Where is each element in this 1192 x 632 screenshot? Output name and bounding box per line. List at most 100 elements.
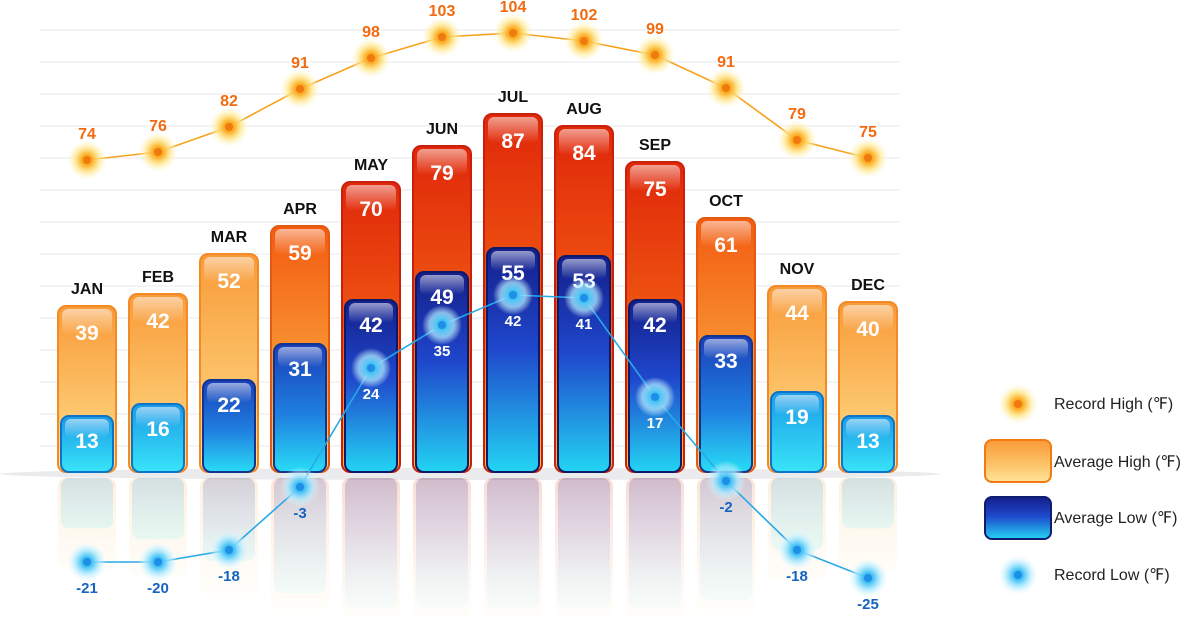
record-low-point-core	[722, 477, 730, 485]
month-label: NOV	[780, 261, 815, 278]
bar-gloss	[133, 297, 183, 323]
record-low-value: 41	[576, 316, 593, 333]
record-high-point-core	[509, 29, 517, 37]
average-high-value: 44	[785, 302, 809, 325]
record-high-value: 99	[646, 21, 664, 38]
record-low-point-core	[651, 393, 659, 401]
record-high-point-core	[438, 33, 446, 41]
bar-gloss	[843, 305, 893, 331]
record-low-value: -18	[786, 568, 808, 585]
average-high-value: 70	[359, 198, 382, 221]
bar-gloss	[488, 117, 538, 143]
record-high-value: 79	[788, 106, 806, 123]
average-high-value: 61	[714, 234, 738, 257]
record-low-point-core	[509, 291, 517, 299]
month-labels: JAN FEB MAR APR MAY JUN JUL AUG SEP OCT NOV DEC	[71, 89, 885, 298]
average-low-value: 13	[856, 430, 879, 453]
reflection-fade	[40, 478, 920, 632]
bar-gloss	[701, 221, 751, 247]
bar-gloss	[275, 229, 325, 255]
record-low-value: -25	[857, 596, 879, 613]
bar-gloss	[204, 257, 254, 283]
bar-gloss	[704, 339, 748, 359]
month-label: AUG	[566, 101, 602, 118]
record-high-point-core	[793, 136, 801, 144]
bar-gloss	[62, 309, 112, 335]
record-low-point-core	[864, 574, 872, 582]
record-low-point-core	[154, 558, 162, 566]
record-low-value: -2	[719, 499, 732, 516]
record-high-point-core	[367, 54, 375, 62]
record-high-point-core	[722, 84, 730, 92]
average-high-value: 87	[501, 130, 524, 153]
average-low-value: 19	[785, 406, 808, 429]
month-label: OCT	[709, 193, 743, 210]
month-label: FEB	[142, 269, 174, 286]
record-high-value: 75	[859, 124, 877, 141]
month-label: APR	[283, 201, 317, 218]
average-low-value: 13	[75, 430, 98, 453]
record-low-point-core	[296, 483, 304, 491]
bar-gloss	[278, 347, 322, 367]
average-low-value: 42	[643, 314, 666, 337]
month-label: MAY	[354, 157, 388, 174]
average-low-value: 33	[714, 350, 737, 373]
record-high-point-core	[154, 148, 162, 156]
legend: Record High (℉) Average High (℉) Average…	[984, 384, 1181, 595]
record-low-point-core	[83, 558, 91, 566]
record-low-value: -21	[76, 580, 98, 597]
record-low-series: -21 -20 -18 -3 24 35 42 41 17 -2 -18 -25	[67, 275, 888, 613]
bar-gloss	[491, 251, 535, 271]
record-low-point-core	[580, 294, 588, 302]
record-high-value: 98	[362, 24, 380, 41]
bar-gloss	[207, 383, 251, 403]
record-low-value: -18	[218, 568, 240, 585]
bar-gloss	[65, 419, 109, 438]
average-high-value: 39	[75, 322, 98, 345]
bar-gloss	[630, 165, 680, 191]
legend-swatch-average-high	[984, 439, 1052, 483]
record-high-point-core	[864, 154, 872, 162]
record-low-value: 42	[505, 313, 522, 330]
bar-gloss	[417, 149, 467, 175]
bar-gloss	[846, 419, 890, 438]
record-high-point-core	[83, 156, 91, 164]
record-high-point-core	[651, 51, 659, 59]
average-low-value: 22	[217, 394, 240, 417]
month-label: JUL	[498, 89, 528, 106]
record-low-point-core	[367, 364, 375, 372]
record-high-point-core	[580, 37, 588, 45]
record-high-value: 103	[429, 3, 456, 20]
average-low-value: 49	[430, 286, 453, 309]
legend-swatch-average-low	[984, 496, 1052, 540]
average-low-value: 31	[288, 358, 312, 381]
average-high-value: 52	[217, 270, 240, 293]
legend-label-record-high: Record High (℉)	[1054, 396, 1173, 413]
average-high-value: 59	[288, 242, 311, 265]
record-low-value: -3	[293, 505, 306, 522]
legend-label-average-high: Average High (℉)	[1054, 454, 1181, 471]
record-low-value: 24	[363, 386, 380, 403]
month-label: JAN	[71, 281, 103, 298]
average-high-value: 84	[572, 142, 596, 165]
record-low-point-core	[225, 546, 233, 554]
bar-gloss	[772, 289, 822, 315]
bar-gloss	[562, 259, 606, 279]
record-high-value: 104	[500, 0, 527, 16]
record-low-value: 35	[434, 343, 451, 360]
legend-swatch-record-low-core	[1014, 571, 1022, 579]
average-low-value: 16	[146, 418, 169, 441]
record-high-line	[86, 32, 869, 161]
record-high-value: 76	[149, 118, 167, 135]
record-low-value: 17	[647, 415, 664, 432]
average-high-value: 79	[430, 162, 453, 185]
average-high-value: 42	[146, 310, 169, 333]
record-high-point-core	[225, 123, 233, 131]
legend-label-record-low: Record Low (℉)	[1054, 567, 1170, 584]
month-label: JUN	[426, 121, 458, 138]
record-low-point-core	[438, 321, 446, 329]
average-high-value: 40	[856, 318, 879, 341]
record-high-value: 91	[717, 54, 735, 71]
month-label: MAR	[211, 229, 248, 246]
